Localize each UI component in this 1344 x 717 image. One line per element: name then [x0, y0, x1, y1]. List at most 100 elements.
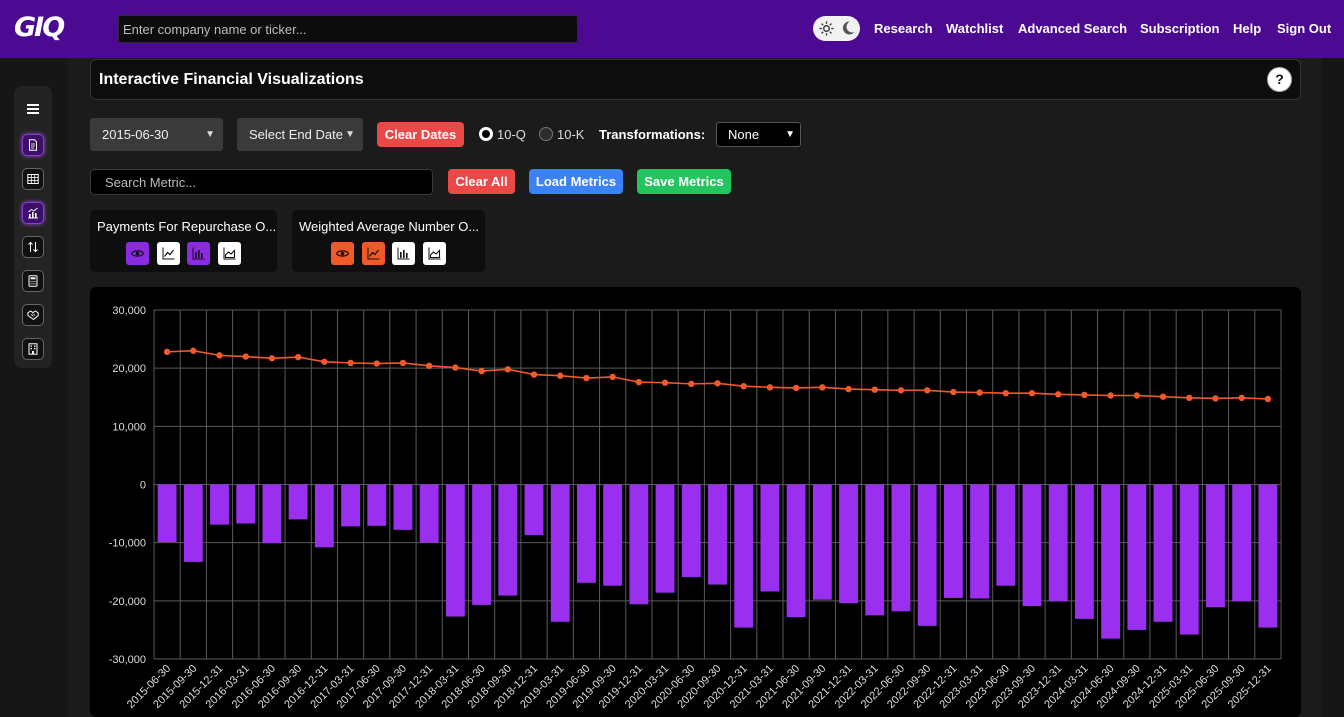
building-icon[interactable] [22, 338, 44, 360]
line-point [557, 372, 564, 379]
nav-research[interactable]: Research [874, 21, 933, 36]
radio-10q-label: 10-Q [497, 127, 526, 142]
line-chart-toggle[interactable] [362, 242, 385, 265]
bar [1022, 484, 1042, 607]
area-chart-toggle[interactable] [423, 242, 446, 265]
bar [341, 484, 361, 527]
line-chart-toggle[interactable] [157, 242, 180, 265]
bar [210, 484, 229, 525]
handshake-icon[interactable] [22, 304, 44, 326]
radio-10k[interactable] [539, 127, 553, 141]
clear-dates-button[interactable]: Clear Dates [377, 122, 464, 147]
line-point [635, 378, 643, 386]
bar [550, 484, 570, 622]
bar [603, 484, 623, 586]
financial-chart[interactable]: 30,000 20,000 10,000 0 -10,000 -20,000 -30,000… [90, 287, 1301, 717]
nav-help[interactable]: Help [1233, 21, 1262, 36]
theme-toggle[interactable] [813, 16, 860, 41]
moon-icon [842, 21, 855, 35]
y-tick-label: 20,000 [112, 363, 146, 375]
load-metrics-button[interactable]: Load Metrics [529, 169, 623, 194]
line-point [478, 367, 485, 375]
start-date-select[interactable]: 2015-06-30 ▼ [90, 118, 223, 151]
bar [734, 484, 754, 628]
line-point [1186, 394, 1193, 402]
transformations-select[interactable]: None ▼ [716, 122, 801, 147]
nav-watchlist[interactable]: Watchlist [946, 21, 1004, 36]
visibility-toggle[interactable] [126, 242, 149, 265]
nav-advanced-search[interactable]: Advanced Search [1018, 21, 1128, 36]
bar [1179, 484, 1199, 635]
line-point [714, 380, 721, 387]
line-point [609, 373, 616, 381]
bar [629, 484, 649, 605]
line-point [321, 358, 328, 365]
line-point [1212, 395, 1219, 402]
bar [760, 484, 780, 592]
y-tick-label: 30,000 [112, 305, 146, 317]
line-point [1107, 392, 1114, 399]
chevron-down-icon: ▼ [785, 129, 795, 140]
series-line [167, 349, 1268, 400]
chart-card: 30,000 20,000 10,000 0 -10,000 -20,000 -30,000… [90, 287, 1301, 717]
line-chart-icon [162, 247, 175, 260]
bar-chart-icon [397, 247, 410, 260]
metric-card-weighted-average: Weighted Average Number O... [292, 210, 485, 272]
line-point [976, 389, 983, 396]
logo[interactable]: GIQ [14, 12, 65, 43]
bar [419, 484, 439, 543]
bar [970, 484, 990, 599]
line-point [792, 384, 800, 392]
line-point [399, 359, 407, 367]
bar [1101, 484, 1121, 639]
transfer-icon[interactable] [22, 236, 44, 258]
nav-subscription[interactable]: Subscription [1140, 21, 1220, 36]
bar-chart-toggle[interactable] [392, 242, 415, 265]
bar [917, 484, 937, 626]
radio-10q[interactable] [479, 127, 493, 141]
nav-sign-out[interactable]: Sign Out [1277, 21, 1332, 36]
bar [1258, 484, 1278, 628]
bar [236, 484, 256, 524]
bar [314, 484, 334, 548]
line-point [294, 353, 302, 361]
end-date-select[interactable]: Select End Date ▼ [237, 118, 363, 151]
menu-icon[interactable] [27, 104, 39, 114]
company-search-input[interactable] [118, 15, 578, 43]
calculator-icon[interactable] [22, 270, 44, 292]
line-point [897, 387, 905, 394]
line-point [950, 388, 957, 396]
line-point [1238, 394, 1245, 402]
sidebar [14, 86, 52, 368]
y-tick-label: -10,000 [109, 538, 146, 550]
visibility-toggle[interactable] [331, 242, 354, 265]
table-icon[interactable] [22, 168, 44, 190]
bar [1074, 484, 1094, 619]
top-bar: GIQ Research Watchlist Advanced Search S… [0, 0, 1344, 58]
chart-icon[interactable] [22, 202, 44, 224]
clear-all-button[interactable]: Clear All [448, 169, 515, 194]
bar [445, 484, 465, 617]
bar [498, 484, 518, 596]
bar [655, 484, 675, 593]
bar-chart-icon [192, 247, 205, 260]
document-icon[interactable] [22, 134, 44, 156]
metric-search-input[interactable] [90, 169, 433, 195]
line-point [583, 374, 590, 382]
help-button[interactable]: ? [1267, 67, 1292, 92]
bar [839, 484, 858, 604]
sun-icon [819, 21, 834, 36]
y-tick-label: -20,000 [109, 596, 146, 608]
bar [367, 484, 387, 526]
line-point [923, 387, 931, 394]
line-point [1028, 389, 1036, 397]
bar [1048, 484, 1068, 602]
save-metrics-button[interactable]: Save Metrics [637, 169, 731, 194]
line-point [425, 362, 433, 370]
bar-chart-toggle[interactable] [187, 242, 210, 265]
title-card: Interactive Financial Visualizations ? [90, 59, 1301, 100]
line-point [163, 348, 171, 356]
line-chart-icon [367, 247, 380, 260]
line-point [452, 364, 459, 371]
area-chart-toggle[interactable] [218, 242, 241, 265]
